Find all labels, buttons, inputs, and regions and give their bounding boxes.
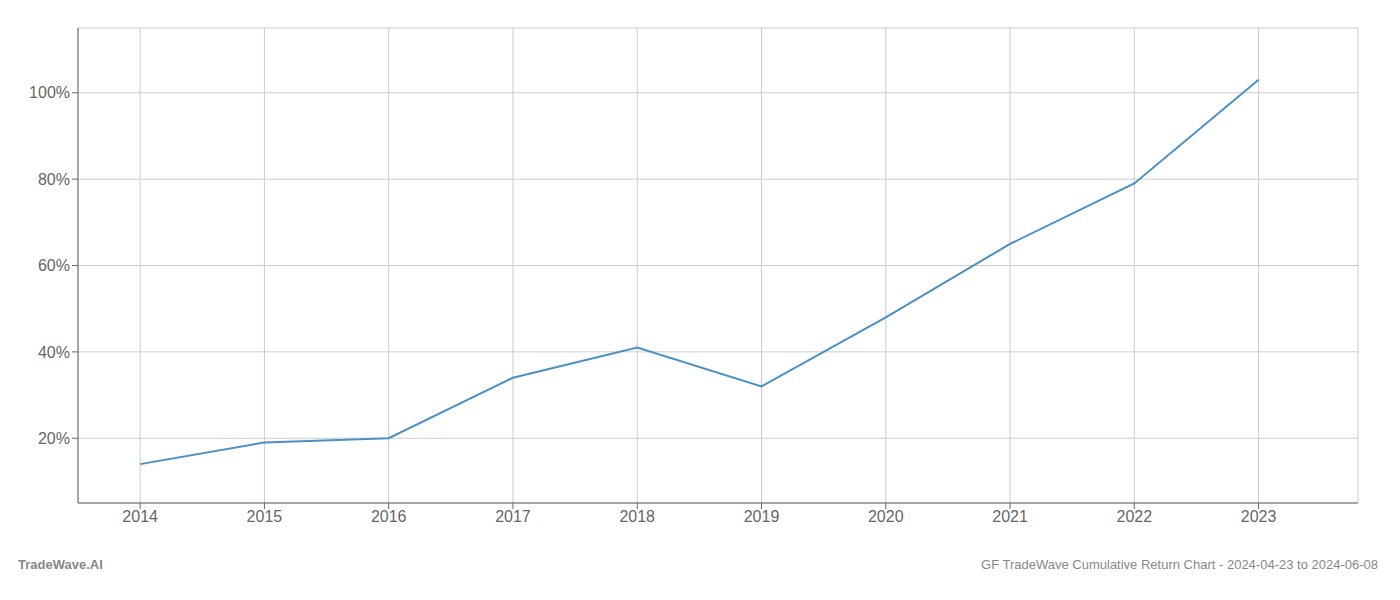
svg-text:2020: 2020 <box>868 508 904 525</box>
svg-text:2019: 2019 <box>744 508 780 525</box>
html-text:GF TradeWave Cumulative Return: GF TradeWave Cumulative Return Chart - 2… <box>981 557 1378 572</box>
svg-text:100%: 100% <box>29 84 70 101</box>
svg-text:2014: 2014 <box>122 508 158 525</box>
svg-text:2018: 2018 <box>619 508 655 525</box>
svg-text:20%: 20% <box>38 430 70 447</box>
svg-text:2017: 2017 <box>495 508 531 525</box>
svg-text:2022: 2022 <box>1117 508 1153 525</box>
svg-text:2016: 2016 <box>371 508 407 525</box>
svg-text:80%: 80% <box>38 171 70 188</box>
html-text:TradeWave.AI: TradeWave.AI <box>18 557 103 572</box>
svg-text:2023: 2023 <box>1241 508 1277 525</box>
svg-text:60%: 60% <box>38 257 70 274</box>
svg-text:2015: 2015 <box>247 508 283 525</box>
svg-text:40%: 40% <box>38 344 70 361</box>
svg-text:2021: 2021 <box>992 508 1028 525</box>
